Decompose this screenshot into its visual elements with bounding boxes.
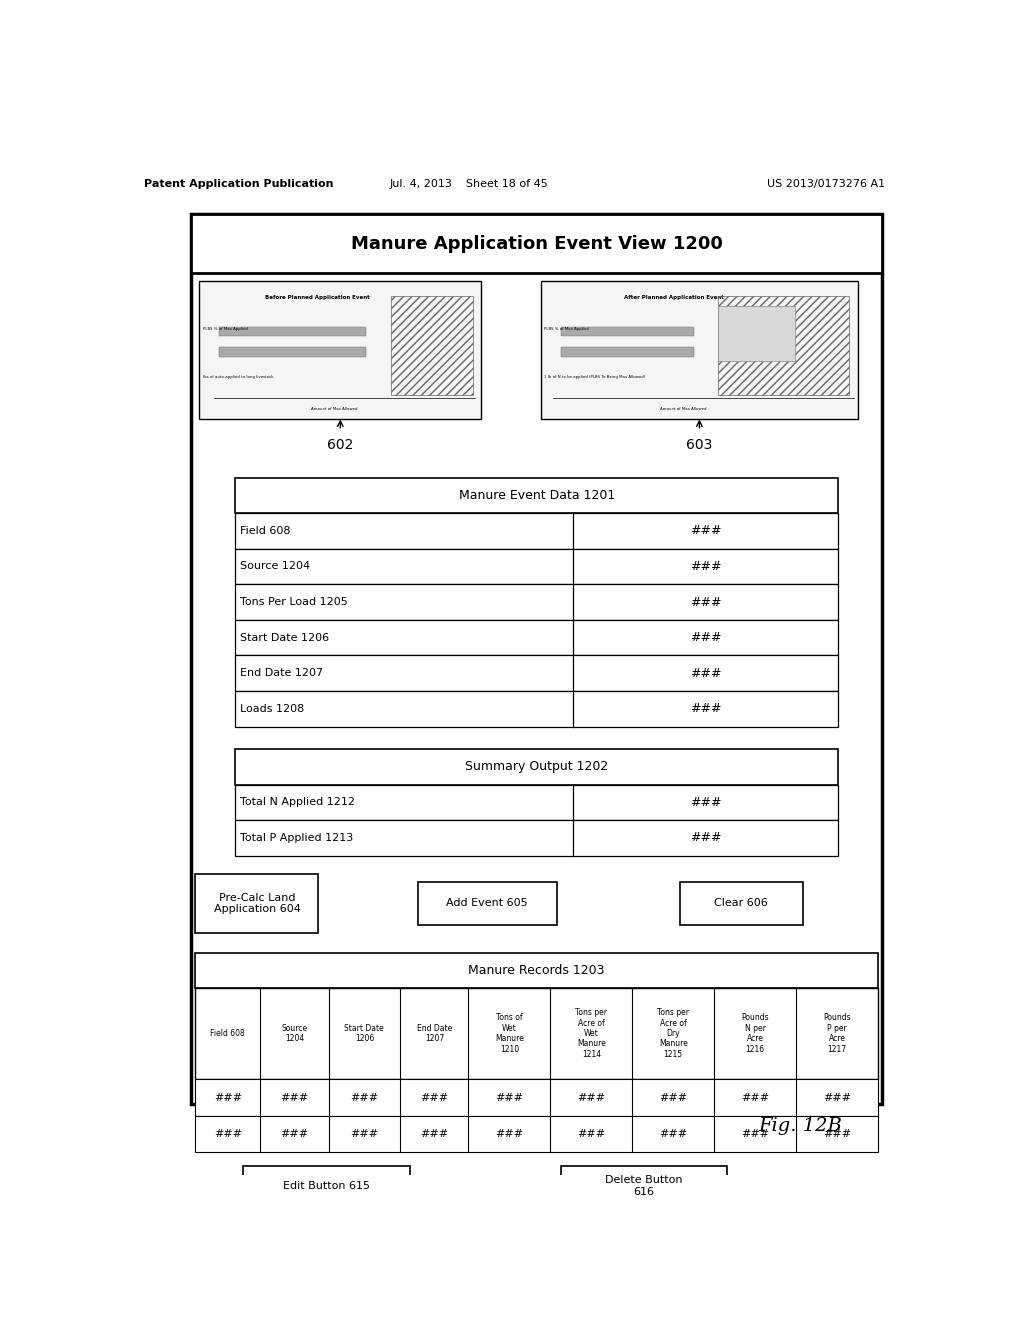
Text: Field 608: Field 608 bbox=[240, 525, 291, 536]
Text: PLBS % of Max Applied: PLBS % of Max Applied bbox=[203, 327, 248, 331]
Text: ###: ### bbox=[350, 1093, 379, 1102]
Bar bbox=[196, 1080, 878, 1115]
Bar bbox=[236, 549, 839, 585]
Text: ###: ### bbox=[690, 702, 721, 715]
Bar bbox=[236, 585, 839, 620]
Bar bbox=[418, 882, 557, 925]
Text: ###: ### bbox=[281, 1129, 308, 1139]
Text: ###: ### bbox=[350, 1129, 379, 1139]
Text: Source 1204: Source 1204 bbox=[240, 561, 310, 572]
Bar bbox=[191, 214, 882, 1104]
Text: Summary Output 1202: Summary Output 1202 bbox=[465, 760, 608, 774]
Text: Tons of
Wet
Manure
1210: Tons of Wet Manure 1210 bbox=[495, 1014, 524, 1053]
Text: US 2013/0173276 A1: US 2013/0173276 A1 bbox=[767, 178, 886, 189]
Text: ###: ### bbox=[690, 560, 721, 573]
Text: End Date 1207: End Date 1207 bbox=[240, 668, 323, 678]
Text: ###: ### bbox=[420, 1093, 449, 1102]
Bar bbox=[236, 690, 839, 726]
Text: ###: ### bbox=[690, 631, 721, 644]
Text: Total P Applied 1213: Total P Applied 1213 bbox=[240, 833, 353, 843]
Text: ###: ### bbox=[659, 1129, 687, 1139]
Bar bbox=[236, 748, 839, 784]
Text: Tons per
Acre of
Dry
Manure
1215: Tons per Acre of Dry Manure 1215 bbox=[657, 1008, 689, 1059]
Text: ###: ### bbox=[214, 1129, 242, 1139]
Text: Tons per
Acre of
Wet
Manure
1214: Tons per Acre of Wet Manure 1214 bbox=[575, 1008, 607, 1059]
Text: Manure Application Event View 1200: Manure Application Event View 1200 bbox=[351, 235, 723, 252]
Bar bbox=[219, 326, 366, 337]
Text: 1 lb of N to be applied (PLBS To Being Max Allowed): 1 lb of N to be applied (PLBS To Being M… bbox=[544, 375, 645, 379]
Text: Start Date
1206: Start Date 1206 bbox=[344, 1024, 384, 1043]
Bar bbox=[560, 1166, 727, 1206]
Bar bbox=[719, 306, 795, 360]
Text: Before Planned Application Event: Before Planned Application Event bbox=[265, 296, 370, 301]
Bar bbox=[196, 953, 878, 987]
Text: Pounds
N per
Acre
1216: Pounds N per Acre 1216 bbox=[741, 1014, 769, 1053]
Text: Source
1204: Source 1204 bbox=[282, 1024, 307, 1043]
Text: ###: ### bbox=[578, 1093, 605, 1102]
Bar bbox=[243, 1166, 410, 1206]
Bar bbox=[196, 987, 878, 1080]
Text: Amount of Max Allowed: Amount of Max Allowed bbox=[660, 407, 707, 411]
Bar bbox=[236, 820, 839, 855]
Text: Pounds
P per
Acre
1217: Pounds P per Acre 1217 bbox=[823, 1014, 851, 1053]
Text: Manure Event Data 1201: Manure Event Data 1201 bbox=[459, 488, 614, 502]
Text: ###: ### bbox=[690, 832, 721, 845]
Bar bbox=[219, 347, 366, 356]
Text: ###: ### bbox=[496, 1093, 523, 1102]
Text: ###: ### bbox=[741, 1093, 769, 1102]
Text: 602: 602 bbox=[327, 438, 353, 451]
Bar bbox=[236, 478, 839, 513]
Bar bbox=[680, 882, 803, 925]
Text: Clear 606: Clear 606 bbox=[714, 899, 768, 908]
Bar bbox=[719, 297, 849, 395]
Text: End Date
1207: End Date 1207 bbox=[417, 1024, 452, 1043]
Bar bbox=[560, 326, 694, 337]
Bar bbox=[391, 297, 473, 395]
Bar bbox=[236, 513, 839, 549]
Text: lbs of auto-applied to long livestock: lbs of auto-applied to long livestock bbox=[203, 375, 273, 379]
Text: Total N Applied 1212: Total N Applied 1212 bbox=[240, 797, 355, 808]
Text: ###: ### bbox=[420, 1129, 449, 1139]
Bar bbox=[236, 620, 839, 656]
Bar bbox=[191, 214, 882, 273]
Text: ###: ### bbox=[690, 796, 721, 809]
Text: Field 608: Field 608 bbox=[211, 1030, 246, 1038]
Bar bbox=[236, 656, 839, 690]
Bar bbox=[200, 281, 481, 418]
Bar bbox=[541, 281, 858, 418]
Bar bbox=[560, 347, 694, 356]
Text: ###: ### bbox=[823, 1129, 851, 1139]
Text: Fig. 12B: Fig. 12B bbox=[759, 1117, 842, 1135]
Text: ###: ### bbox=[281, 1093, 308, 1102]
Text: Tons Per Load 1205: Tons Per Load 1205 bbox=[240, 597, 347, 607]
Bar bbox=[236, 784, 839, 820]
Bar bbox=[196, 874, 318, 933]
Text: Manure Records 1203: Manure Records 1203 bbox=[468, 964, 605, 977]
Text: ###: ### bbox=[741, 1129, 769, 1139]
Text: Start Date 1206: Start Date 1206 bbox=[240, 632, 329, 643]
Text: ###: ### bbox=[690, 524, 721, 537]
Text: ###: ### bbox=[659, 1093, 687, 1102]
Text: 603: 603 bbox=[686, 438, 713, 451]
Text: ###: ### bbox=[690, 595, 721, 609]
Text: Delete Button
616: Delete Button 616 bbox=[605, 1175, 683, 1197]
Bar bbox=[196, 1115, 878, 1152]
Text: Jul. 4, 2013    Sheet 18 of 45: Jul. 4, 2013 Sheet 18 of 45 bbox=[390, 178, 549, 189]
Text: ###: ### bbox=[496, 1129, 523, 1139]
Text: Loads 1208: Loads 1208 bbox=[240, 704, 304, 714]
Text: ###: ### bbox=[690, 667, 721, 680]
Text: After Planned Application Event: After Planned Application Event bbox=[624, 296, 724, 301]
Text: PLBS % of Max Applied: PLBS % of Max Applied bbox=[544, 327, 589, 331]
Text: Patent Application Publication: Patent Application Publication bbox=[143, 178, 334, 189]
Text: Pre-Calc Land
Application 604: Pre-Calc Land Application 604 bbox=[214, 892, 300, 915]
Text: ###: ### bbox=[823, 1093, 851, 1102]
Text: Add Event 605: Add Event 605 bbox=[446, 899, 528, 908]
Text: Edit Button 615: Edit Button 615 bbox=[283, 1181, 370, 1191]
Text: ###: ### bbox=[578, 1129, 605, 1139]
Text: ###: ### bbox=[214, 1093, 242, 1102]
Text: Amount of Max Allowed: Amount of Max Allowed bbox=[311, 407, 358, 411]
